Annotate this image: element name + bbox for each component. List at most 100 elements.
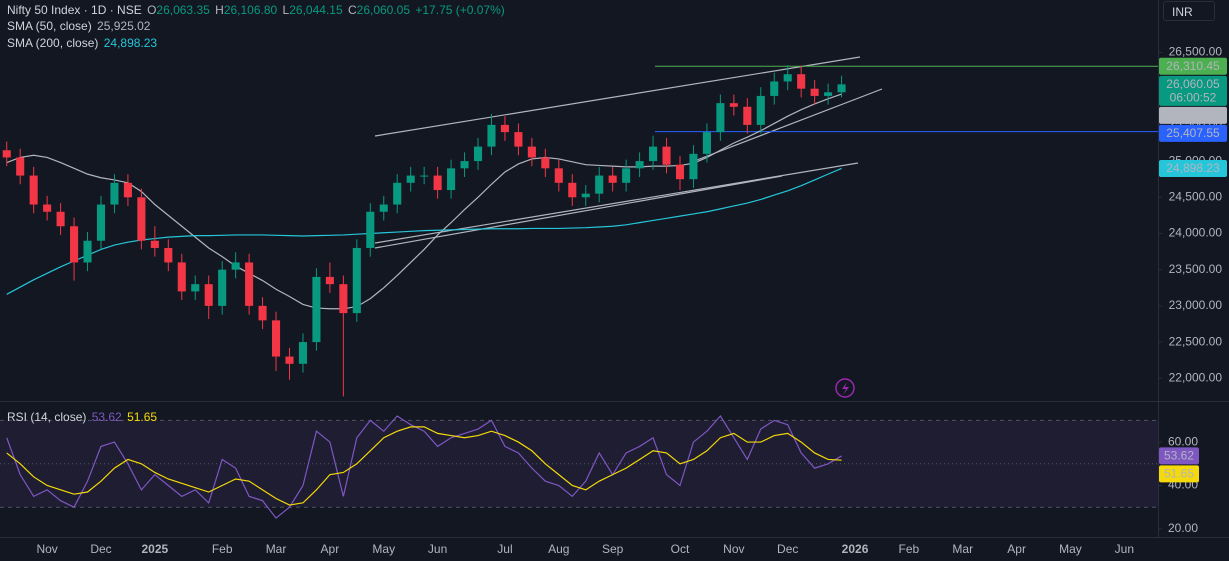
ohlc-key: H <box>215 3 224 17</box>
ohlc-key: L <box>282 3 290 17</box>
price-badge-label: 25,407.55 <box>1166 126 1220 140</box>
candle-body <box>689 153 698 180</box>
ohlc-key: O <box>147 3 157 17</box>
candle-body <box>312 276 321 343</box>
x-tick-label: Nov <box>36 542 57 556</box>
indicator-name: SMA (50, close) <box>7 19 92 33</box>
x-tick-label: Apr <box>321 542 340 556</box>
candle-body <box>608 175 617 183</box>
y-tick-label: 22,500.00 <box>1169 334 1223 348</box>
ohlc-value: 26,044.15 <box>289 3 343 17</box>
y-tick-label: 23,500.00 <box>1169 262 1223 276</box>
candle-body <box>271 320 281 357</box>
x-tick-label: Feb <box>899 542 920 556</box>
indicator-name: RSI (14, close) <box>7 410 87 424</box>
y-tick-label: 24,000.00 <box>1169 226 1223 240</box>
candle-body <box>379 204 388 212</box>
symbol: Nifty 50 Index · 1D · NSE <box>7 3 142 17</box>
candle-body <box>366 211 375 248</box>
rsi-badge <box>1159 447 1199 465</box>
candle-body <box>123 182 132 198</box>
x-tick-label: Mar <box>266 542 287 556</box>
candle-body <box>527 146 536 158</box>
alert-icon[interactable] <box>835 378 855 398</box>
candle-body <box>70 226 79 263</box>
candle-body <box>702 132 711 154</box>
candle-body <box>218 269 227 306</box>
rsi-badge <box>1159 465 1199 483</box>
candle-body <box>675 164 685 180</box>
price-badge <box>1159 124 1227 142</box>
candle-body <box>541 157 550 169</box>
candle-body <box>56 211 65 227</box>
candle-body <box>743 106 752 125</box>
x-tick-label: 2025 <box>141 542 168 556</box>
candle-body <box>581 193 590 198</box>
indicator-value: 51.65 <box>127 410 158 424</box>
price-badge <box>1159 57 1227 75</box>
x-tick-label: Apr <box>1007 542 1026 556</box>
candle-body <box>83 240 92 263</box>
legend-rsi: RSI (14, close) 53.62 51.65 <box>7 410 159 424</box>
candle-body <box>16 157 25 176</box>
price-badge <box>1159 106 1227 124</box>
trend-line <box>374 175 783 249</box>
legend-sma200: SMA (200, close) 24,898.23 <box>7 36 159 50</box>
legend-sma50: SMA (50, close) 25,925.02 <box>7 19 152 33</box>
indicator-name: SMA (200, close) <box>7 36 99 50</box>
candle-body <box>649 146 658 162</box>
price-badge-label: 24,898.23 <box>1166 161 1220 175</box>
x-tick-label: May <box>1059 542 1082 556</box>
candle-body <box>285 356 294 364</box>
candle-body <box>447 168 456 191</box>
x-tick-label: Jun <box>1115 542 1134 556</box>
x-tick-label: Mar <box>952 542 973 556</box>
x-tick-label: Oct <box>671 542 690 556</box>
candle-body <box>204 284 213 306</box>
ohlc-value: 26,060.05 <box>356 3 411 17</box>
alert-circle[interactable] <box>835 378 855 398</box>
candle-body <box>298 342 308 364</box>
y-tick-label: 23,000.00 <box>1169 298 1223 312</box>
rsi-line <box>6 415 842 519</box>
candle-body <box>339 284 348 314</box>
candle-body <box>258 305 267 321</box>
x-tick-label: Nov <box>723 542 744 556</box>
candle-body <box>177 262 186 292</box>
candle-body <box>43 204 52 212</box>
indicator-value: 25,925.02 <box>97 19 151 33</box>
y-tick-label: 20.00 <box>1168 521 1198 535</box>
sma-line <box>6 167 842 295</box>
candle-body <box>756 95 765 125</box>
x-tick-label: 2026 <box>842 542 869 556</box>
candle-body <box>770 81 779 96</box>
x-tick-label: Jun <box>428 542 447 556</box>
candle-body <box>137 197 146 241</box>
candle-body <box>393 182 402 205</box>
rsi-badge-label: 53.62 <box>1164 449 1194 463</box>
candle-body <box>2 150 11 158</box>
candle-body <box>164 247 173 263</box>
candle-body <box>420 175 429 177</box>
candle-body <box>554 168 563 183</box>
candle-body <box>500 124 509 133</box>
candle-body <box>824 92 833 96</box>
indicator-value: 53.62 <box>91 410 122 424</box>
candle-body <box>29 175 38 205</box>
candle-body <box>797 74 806 89</box>
ohlc-value: 26,106.80 <box>223 3 278 17</box>
price-badge-label: 26,060.05 <box>1166 77 1220 91</box>
candle-body <box>245 262 254 306</box>
candle-body <box>568 182 577 198</box>
price-badge-label: 26,310.45 <box>1166 59 1220 73</box>
candle-body <box>96 204 106 241</box>
candle-body <box>150 240 159 248</box>
candle-body <box>595 175 604 194</box>
candle-body <box>622 168 631 183</box>
x-tick-label: Jul <box>497 542 512 556</box>
alert-bolt[interactable] <box>842 382 849 395</box>
countdown: 06:00:52 <box>1170 91 1217 105</box>
currency-button[interactable]: INR <box>1163 1 1215 21</box>
x-tick-label: Feb <box>212 542 233 556</box>
